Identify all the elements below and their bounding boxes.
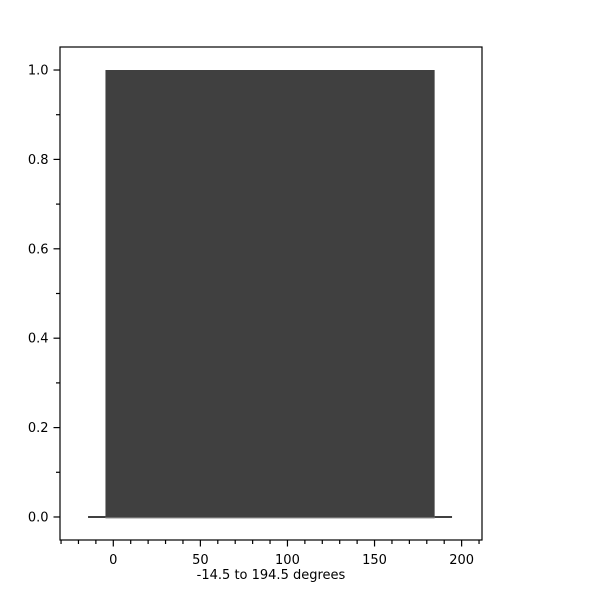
x-tick-label: 0 — [109, 553, 117, 568]
y-tick-label: 0.8 — [28, 153, 49, 168]
axis-ticks — [53, 69, 480, 547]
step-area — [88, 70, 453, 517]
x-tick-label: 100 — [275, 553, 300, 568]
x-axis-label: -14.5 to 194.5 degrees — [196, 568, 346, 583]
x-tick-label: 50 — [192, 553, 209, 568]
y-tick-label: 0.6 — [28, 242, 49, 257]
x-tick-label: 150 — [362, 553, 387, 568]
y-tick-label: 1.0 — [28, 64, 49, 79]
y-tick-label: 0.4 — [28, 332, 49, 347]
x-tick-label: 200 — [449, 553, 474, 568]
tick-labels: 0 50 100 150 200 0.0 0.2 0.4 0.6 0.8 1.0 — [28, 64, 474, 568]
y-tick-label: 0.2 — [28, 421, 49, 436]
y-tick-label: 0.0 — [28, 510, 49, 525]
